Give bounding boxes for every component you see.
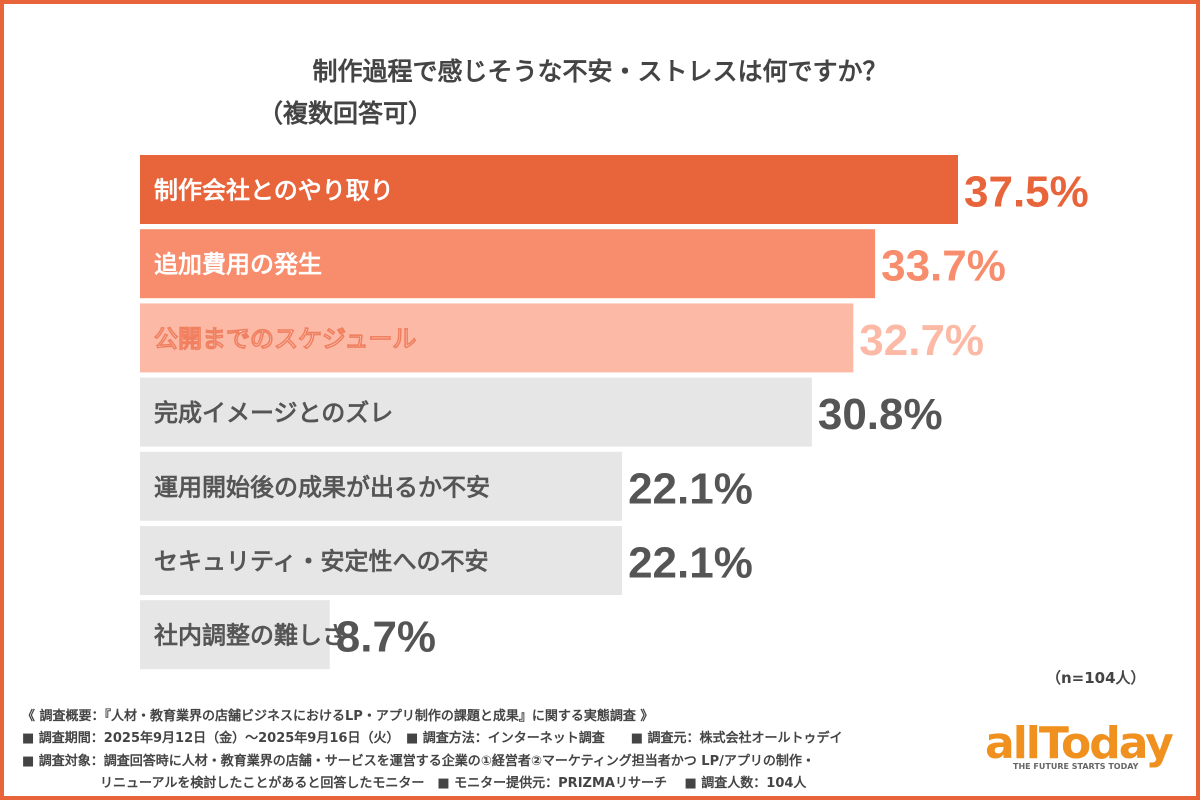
footer-overview: 《 調査概要：『人材・教育業界の店舗ビジネスにおけるLP・アプリ制作の課題と成果… [22, 709, 654, 724]
bar [140, 451, 623, 521]
bar-label: 完成イメージとのズレ [154, 399, 393, 427]
bar-label: 運用開始後の成果が出るか不安 [154, 473, 490, 501]
value-label: 22.1% [628, 464, 753, 513]
footer-target-cont: リニューアルを検討したことがあると回答したモニター ■ モニター提供元：PRIZ… [22, 776, 807, 791]
bar [140, 600, 330, 670]
footer-period: ■ 調査期間：2025年9月12日（金）～2025年9月16日（火） ■ 調査方… [22, 731, 843, 746]
value-label: 22.1% [628, 539, 753, 588]
chart-subtitle: （複数回答可） [258, 99, 434, 128]
value-label: 8.7% [336, 613, 436, 662]
bar [140, 303, 854, 373]
bar [140, 377, 812, 447]
bar-label: 社内調整の難しさ [154, 622, 346, 650]
bar-label: 制作会社とのやり取り [154, 177, 394, 205]
bar [140, 526, 623, 595]
bar-label: セキュリティ・安定性への不安 [154, 548, 489, 576]
bar [140, 155, 958, 224]
bar [140, 229, 876, 299]
chart-title: 制作過程で感じそうな不安・ストレスは何ですか？ [312, 57, 888, 86]
value-label: 33.7% [881, 242, 1006, 291]
bar-label: 公開までのスケジュール [154, 325, 416, 353]
footer-target: ■ 調査対象：調査回答時に人材・教育業界の店舗・サービスを運営する企業の①経営者… [22, 754, 815, 769]
value-label: 30.8% [818, 390, 943, 439]
sample-size: （n=104人） [1046, 669, 1146, 687]
value-label: 32.7% [859, 316, 984, 365]
bar-label: 追加費用の発生 [154, 251, 322, 279]
alltoday-logo: allToday THE FUTURE STARTS TODAY [985, 718, 1174, 772]
value-label: 37.5% [964, 168, 1089, 217]
